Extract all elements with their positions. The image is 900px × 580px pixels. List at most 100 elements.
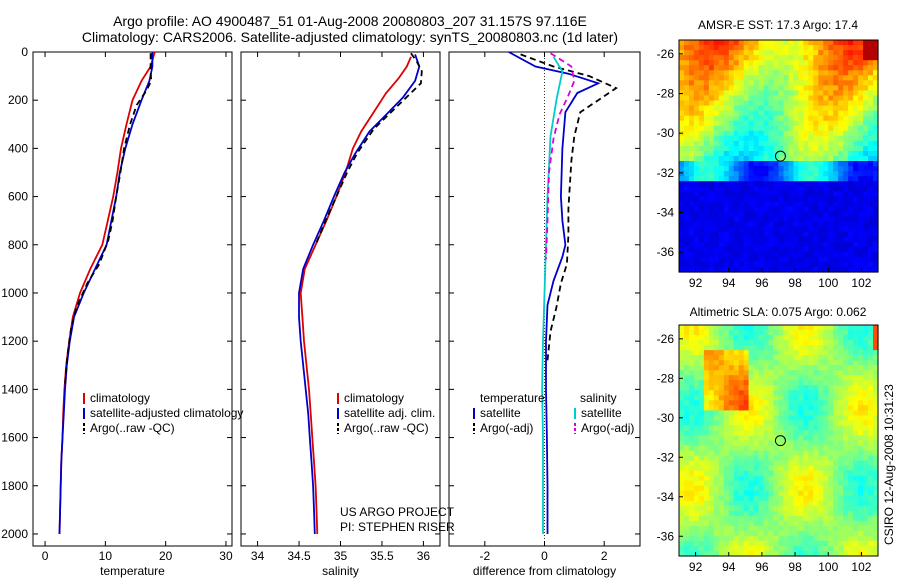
- heatmap-cell: [713, 140, 720, 147]
- heatmap-cell: [808, 430, 814, 437]
- heatmap-cell: [758, 470, 765, 477]
- heatmap-cell: [873, 100, 879, 107]
- heatmap-cell: [843, 85, 849, 91]
- heatmap-cell: [689, 171, 695, 177]
- heatmap-cell: [868, 340, 874, 346]
- heatmap-cell: [713, 530, 720, 537]
- heatmap-cell: [868, 546, 874, 552]
- heatmap-cell: [689, 355, 695, 361]
- heatmap-cell: [689, 475, 695, 482]
- heatmap-cell: [768, 551, 775, 557]
- heatmap-cell: [848, 186, 854, 192]
- heatmap-cell: [808, 60, 814, 66]
- heatmap-cell: [778, 350, 785, 356]
- heatmap-cell: [783, 485, 790, 492]
- heatmap-cell: [698, 540, 705, 547]
- heatmap-cell: [828, 520, 834, 527]
- map-y-tick-label: -36: [657, 245, 675, 259]
- heatmap-cell: [768, 267, 775, 273]
- heatmap-cell: [858, 201, 864, 207]
- heatmap-cell: [873, 241, 879, 248]
- heatmap-cell: [708, 130, 715, 137]
- heatmap-cell: [753, 395, 760, 401]
- heatmap-cell: [718, 186, 725, 192]
- heatmap-cell: [768, 80, 775, 86]
- heatmap-cell: [708, 261, 715, 268]
- heatmap-cell: [713, 40, 720, 46]
- heatmap-cell: [708, 410, 715, 416]
- heatmap-cell: [848, 201, 854, 207]
- heatmap-cell: [818, 430, 824, 437]
- heatmap-cell: [808, 510, 814, 517]
- heatmap-cell: [723, 465, 730, 472]
- heatmap-cell: [848, 335, 854, 341]
- heatmap-cell: [833, 40, 839, 46]
- heatmap-cell: [728, 80, 735, 86]
- heatmap-cell: [818, 110, 824, 117]
- heatmap-cell: [868, 425, 874, 431]
- heatmap-cell: [713, 546, 720, 552]
- heatmap-cell: [778, 420, 785, 426]
- heatmap-cell: [778, 475, 785, 482]
- heatmap-cell: [873, 171, 879, 177]
- heatmap-cell: [838, 365, 844, 371]
- heatmap-cell: [679, 495, 685, 502]
- heatmap-cell: [768, 546, 775, 552]
- heatmap-cell: [713, 151, 720, 157]
- heatmap-cell: [843, 161, 849, 167]
- heatmap-cell: [768, 115, 775, 122]
- heatmap-cell: [703, 110, 710, 117]
- heatmap-cell: [783, 340, 790, 346]
- heatmap-cell: [689, 55, 695, 61]
- heatmap-cell: [689, 45, 695, 51]
- heatmap-cell: [863, 535, 869, 542]
- heatmap-cell: [808, 500, 814, 507]
- heatmap-cell: [848, 546, 854, 552]
- heatmap-cell: [868, 176, 874, 182]
- heatmap-cell: [698, 120, 705, 127]
- heatmap-cell: [858, 196, 864, 202]
- heatmap-cell: [743, 465, 750, 472]
- heatmap-cell: [803, 75, 809, 81]
- heatmap-cell: [798, 435, 804, 442]
- heatmap-cell: [723, 530, 730, 537]
- heatmap-cell: [748, 520, 755, 527]
- heatmap-cell: [848, 485, 854, 492]
- heatmap-cell: [713, 395, 720, 401]
- heatmap-cell: [863, 400, 869, 406]
- heatmap-cell: [808, 375, 814, 381]
- heatmap-cell: [873, 256, 879, 263]
- heatmap-cell: [818, 460, 824, 467]
- heatmap-cell: [873, 120, 879, 127]
- heatmap-cell: [858, 156, 864, 162]
- heatmap-cell: [863, 221, 869, 228]
- heatmap-cell: [823, 530, 829, 537]
- heatmap-cell: [738, 196, 745, 202]
- heatmap-cell: [684, 181, 690, 187]
- heatmap-cell: [808, 365, 814, 371]
- heatmap-cell: [768, 100, 775, 107]
- heatmap-cell: [843, 375, 849, 381]
- heatmap-cell: [703, 551, 710, 557]
- heatmap-cell: [698, 480, 705, 487]
- heatmap-cell: [768, 85, 775, 91]
- heatmap-cell: [868, 480, 874, 487]
- heatmap-cell: [758, 125, 765, 132]
- heatmap-cell: [713, 360, 720, 366]
- heatmap-cell: [728, 520, 735, 527]
- heatmap-cell: [743, 135, 750, 142]
- heatmap-cell: [708, 460, 715, 467]
- heatmap-cell: [718, 90, 725, 96]
- x-tick-label: 34.5: [287, 549, 311, 563]
- heatmap-cell: [798, 430, 804, 437]
- heatmap-cell: [693, 435, 700, 442]
- heatmap-cell: [748, 475, 755, 482]
- heatmap-cell: [813, 370, 819, 376]
- heatmap-cell: [833, 480, 839, 487]
- heatmap-cell: [788, 45, 795, 51]
- heatmap-cell: [743, 425, 750, 431]
- heatmap-cell: [848, 365, 854, 371]
- heatmap-cell: [684, 340, 690, 346]
- heatmap-cell: [758, 540, 765, 547]
- heatmap-cell: [838, 430, 844, 437]
